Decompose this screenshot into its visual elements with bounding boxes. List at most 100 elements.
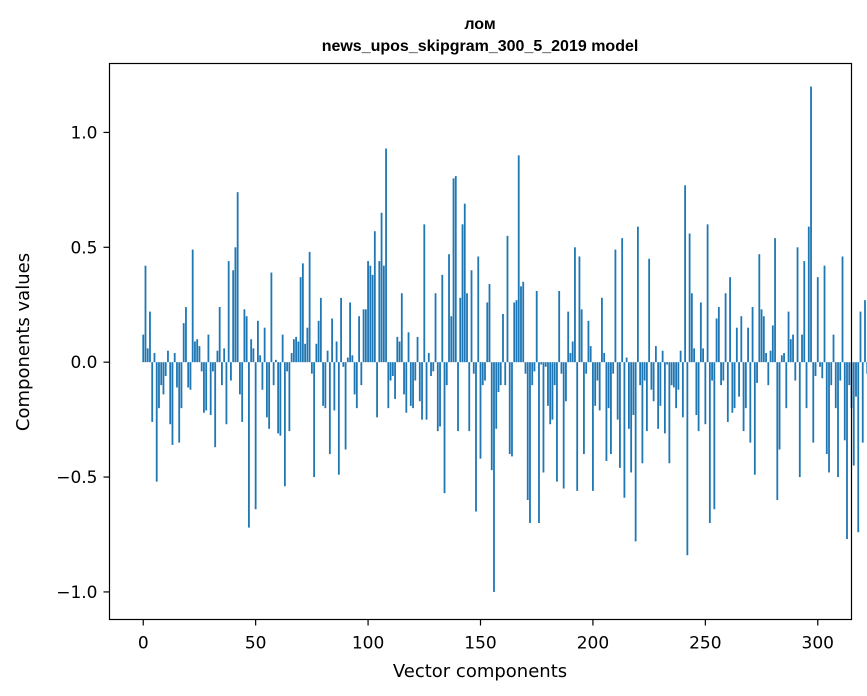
bar-component-103 <box>373 231 376 363</box>
bar-component-269 <box>747 327 749 363</box>
bar-component-98 <box>362 309 365 363</box>
bar-component-274 <box>758 254 761 363</box>
bar-component-63 <box>283 362 286 487</box>
bar-component-182 <box>551 362 554 420</box>
bar-component-131 <box>436 362 439 432</box>
bar-component-224 <box>645 362 648 432</box>
bar-component-188 <box>565 362 567 402</box>
bar-component-43 <box>239 362 241 395</box>
bar-component-134 <box>443 362 446 494</box>
bar-component-230 <box>659 362 662 406</box>
bar-component-88 <box>340 297 342 363</box>
bar-component-85 <box>333 362 336 411</box>
bar-component-216 <box>628 362 630 429</box>
bar-component-183 <box>553 362 556 386</box>
bar-component-164 <box>511 362 513 457</box>
bar-component-41 <box>234 247 237 363</box>
bar-component-194 <box>578 256 581 363</box>
bar-component-244 <box>690 293 693 363</box>
bar-component-295 <box>805 362 808 409</box>
bar-component-40 <box>232 270 235 363</box>
bar-component-190 <box>569 352 572 363</box>
bar-component-245 <box>693 348 696 363</box>
bar-component-201 <box>594 362 597 406</box>
bar-component-20 <box>187 362 190 388</box>
bar-component-268 <box>744 362 747 409</box>
bar-component-137 <box>450 316 453 363</box>
bar-component-57 <box>270 272 273 363</box>
bar-component-205 <box>603 352 606 363</box>
bar-component-73 <box>306 327 309 363</box>
bar-component-236 <box>672 362 675 388</box>
bar-component-313 <box>846 362 848 540</box>
bar-component-250 <box>704 362 707 425</box>
bar-component-302 <box>821 362 824 379</box>
bar-component-65 <box>288 362 291 432</box>
bar-component-251 <box>706 224 709 363</box>
bar-component-229 <box>657 362 660 429</box>
bar-component-218 <box>632 362 635 416</box>
bar-component-289 <box>792 334 794 363</box>
bar-component-298 <box>812 362 815 443</box>
bar-component-262 <box>731 362 734 413</box>
y-tick-label: 1.0 <box>70 123 97 143</box>
bar-component-48 <box>250 339 253 363</box>
bar-component-153 <box>486 302 489 363</box>
bar-component-123 <box>418 362 421 402</box>
bar-component-211 <box>616 362 619 420</box>
bar-component-112 <box>394 362 396 399</box>
bar-component-82 <box>326 350 329 363</box>
bar-component-246 <box>695 362 698 416</box>
bar-component-222 <box>641 362 644 464</box>
bar-component-184 <box>556 362 558 482</box>
bars-group <box>142 86 867 592</box>
bar-component-109 <box>387 362 390 409</box>
bar-component-122 <box>416 336 419 363</box>
bar-component-29 <box>207 334 210 363</box>
bar-component-192 <box>574 247 576 363</box>
bar-component-253 <box>711 362 713 381</box>
bar-component-283 <box>778 362 781 450</box>
bar-component-118 <box>407 332 410 363</box>
bar-component-144 <box>466 293 468 363</box>
bar-component-213 <box>621 238 624 363</box>
bar-component-195 <box>580 309 583 363</box>
bar-component-193 <box>576 362 579 491</box>
bar-component-68 <box>295 336 298 363</box>
bar-component-105 <box>378 261 381 363</box>
bar-component-115 <box>400 293 403 363</box>
bar-component-297 <box>810 86 812 363</box>
bar-component-252 <box>708 362 711 524</box>
bar-component-266 <box>740 316 743 363</box>
bar-component-146 <box>470 270 473 363</box>
bar-component-215 <box>625 357 628 363</box>
y-axis-label: Components values <box>13 253 34 431</box>
bar-component-125 <box>423 224 426 363</box>
bar-component-50 <box>254 362 257 510</box>
bar-component-165 <box>513 302 516 363</box>
bar-component-89 <box>342 362 345 367</box>
bar-component-77 <box>315 343 318 363</box>
bar-component-247 <box>697 362 700 432</box>
bar-component-11 <box>167 350 169 363</box>
bar-component-149 <box>477 256 480 363</box>
bar-component-309 <box>837 362 839 478</box>
bar-component-133 <box>441 274 444 363</box>
bar-component-293 <box>801 334 803 363</box>
bar-component-248 <box>699 302 702 363</box>
bar-component-76 <box>313 362 316 478</box>
bar-component-136 <box>448 254 450 363</box>
bar-component-34 <box>218 307 221 363</box>
bar-component-200 <box>592 362 594 491</box>
bar-component-39 <box>230 362 232 381</box>
bar-component-223 <box>643 362 646 381</box>
bar-component-234 <box>668 362 671 464</box>
bar-component-44 <box>241 362 244 422</box>
bar-component-176 <box>538 362 540 524</box>
bar-component-1 <box>144 265 147 363</box>
bar-component-241 <box>684 185 687 363</box>
bar-component-158 <box>497 362 500 393</box>
bar-component-83 <box>328 362 331 455</box>
bar-component-317 <box>855 362 857 397</box>
bar-component-128 <box>430 362 432 376</box>
